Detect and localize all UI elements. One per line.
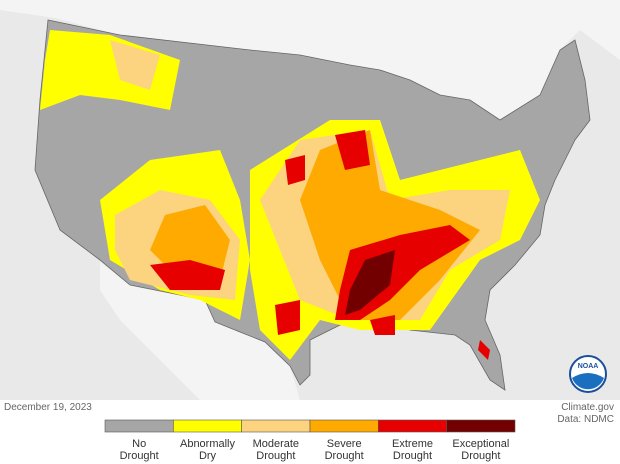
- louisiana-extreme: [370, 315, 395, 335]
- legend-swatch: [378, 419, 447, 433]
- legend-label: Severe: [327, 438, 362, 450]
- nw-dry: [40, 30, 180, 110]
- source: Climate.gov: [561, 402, 614, 413]
- legend-swatch: [104, 419, 174, 433]
- south-exceptional: [345, 250, 395, 315]
- mexico-land: [100, 262, 300, 400]
- texas-extreme: [275, 300, 300, 335]
- date: December 19, 2023: [4, 402, 92, 413]
- legend-swatch: [309, 419, 379, 433]
- legend-label: Drought: [325, 450, 364, 462]
- legend-label: Exceptional: [452, 438, 509, 450]
- legend-label: Abnormally: [180, 438, 236, 450]
- legend-swatch: [446, 419, 516, 433]
- nebraska-extreme: [285, 155, 305, 185]
- data-credit: Data: NDMC: [557, 414, 614, 425]
- legend-swatch: [241, 419, 311, 433]
- iowa-extreme: [335, 130, 370, 170]
- legend-label: Drought: [393, 450, 432, 462]
- legend-label: Drought: [120, 450, 159, 462]
- florida-extreme: [478, 340, 490, 360]
- drought-areas: [40, 30, 540, 360]
- legend-label: Extreme: [392, 438, 433, 450]
- legend-label: Drought: [256, 450, 295, 462]
- noaa-logo-wave: [572, 373, 604, 390]
- canada-land: [0, 0, 620, 120]
- legend-label: No: [132, 438, 146, 450]
- legend-label: Moderate: [253, 438, 299, 450]
- noaa-logo-text: NOAA: [578, 363, 599, 370]
- legend-swatch: [173, 419, 242, 433]
- legend-label: Drought: [461, 450, 500, 462]
- sw-severe: [150, 205, 230, 280]
- sw-extreme: [150, 260, 225, 290]
- legend-label: Dry: [199, 450, 217, 462]
- nw-moderate: [110, 40, 160, 90]
- legend: NoDroughtAbnormallyDryModerateDroughtSev…: [104, 419, 516, 462]
